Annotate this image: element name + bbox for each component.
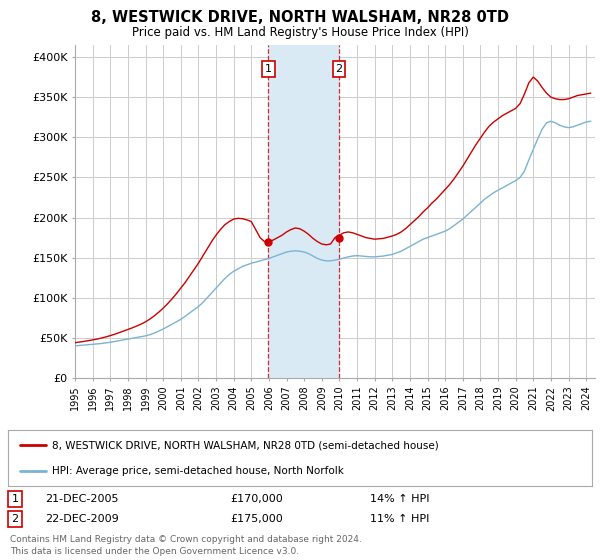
Text: This data is licensed under the Open Government Licence v3.0.: This data is licensed under the Open Gov… xyxy=(10,547,299,556)
Text: 14% ↑ HPI: 14% ↑ HPI xyxy=(370,494,430,504)
Text: 2: 2 xyxy=(11,514,19,524)
Text: HPI: Average price, semi-detached house, North Norfolk: HPI: Average price, semi-detached house,… xyxy=(52,466,344,476)
Bar xyxy=(268,45,339,378)
Text: Contains HM Land Registry data © Crown copyright and database right 2024.: Contains HM Land Registry data © Crown c… xyxy=(10,535,362,544)
Text: 8, WESTWICK DRIVE, NORTH WALSHAM, NR28 0TD: 8, WESTWICK DRIVE, NORTH WALSHAM, NR28 0… xyxy=(91,10,509,25)
Text: 1: 1 xyxy=(11,494,19,504)
Text: 1: 1 xyxy=(265,64,272,74)
Text: 22-DEC-2009: 22-DEC-2009 xyxy=(45,514,119,524)
Text: Price paid vs. HM Land Registry's House Price Index (HPI): Price paid vs. HM Land Registry's House … xyxy=(131,26,469,39)
Text: £170,000: £170,000 xyxy=(230,494,283,504)
Text: 11% ↑ HPI: 11% ↑ HPI xyxy=(370,514,430,524)
Text: 8, WESTWICK DRIVE, NORTH WALSHAM, NR28 0TD (semi-detached house): 8, WESTWICK DRIVE, NORTH WALSHAM, NR28 0… xyxy=(52,440,439,450)
Text: 2: 2 xyxy=(335,64,343,74)
Text: £175,000: £175,000 xyxy=(230,514,283,524)
Text: 21-DEC-2005: 21-DEC-2005 xyxy=(45,494,119,504)
